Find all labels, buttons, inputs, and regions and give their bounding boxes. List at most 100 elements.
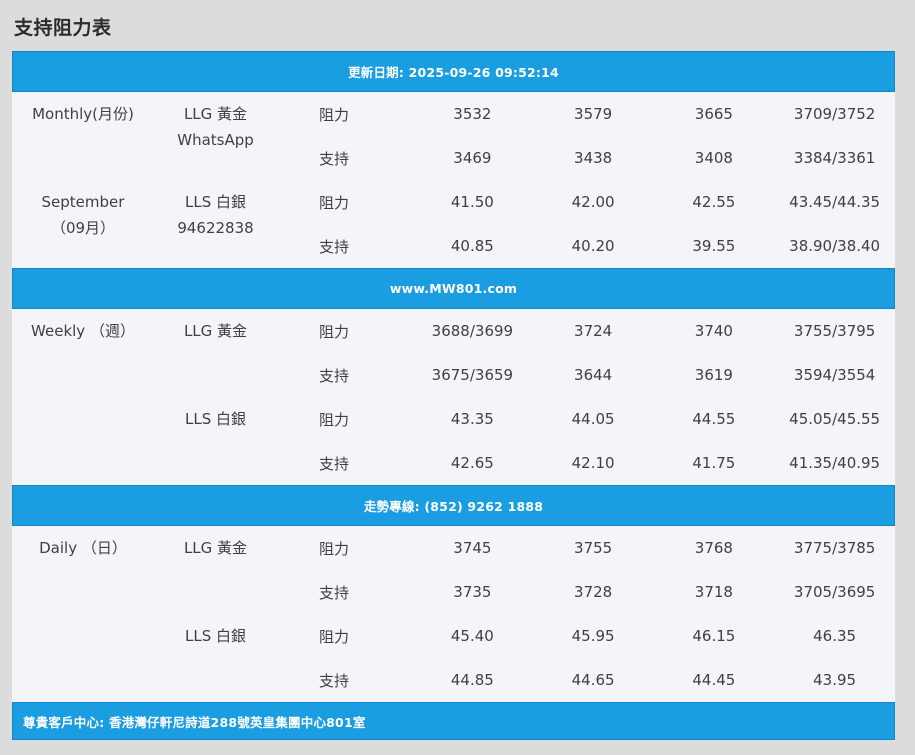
value-cell: 3718 bbox=[694, 583, 733, 601]
period-cell bbox=[12, 614, 154, 702]
value-rows: 阻力 41.50 42.00 42.55 43.45/44.35 支持 40.85 40.20… bbox=[277, 180, 895, 268]
instrument-label: WhatsApp bbox=[177, 131, 254, 149]
data-row: 支持 42.65 42.10 41.75 41.35/40.95 bbox=[277, 441, 895, 485]
hotline-banner: 走勢專線: (852) 9262 1888 bbox=[12, 485, 895, 526]
value-cell: 3665 bbox=[694, 105, 733, 123]
value-cell: 3469 bbox=[453, 149, 492, 167]
value-cell: 40.20 bbox=[571, 237, 615, 255]
value-cell: 45.95 bbox=[571, 627, 615, 645]
value-cell: 3644 bbox=[574, 366, 613, 384]
period-cell: Monthly(月份) bbox=[12, 92, 154, 180]
table-group: Daily （日） LLG 黃金 阻力 3745 3755 3768 3775/3785 支持… bbox=[12, 526, 895, 614]
value-cell: 42.65 bbox=[450, 454, 494, 472]
row-type-label: 支持 bbox=[319, 237, 350, 256]
value-cell: 42.10 bbox=[571, 454, 615, 472]
row-type-label: 支持 bbox=[319, 454, 350, 473]
value-cell: 3775/3785 bbox=[793, 539, 876, 557]
value-cell: 3408 bbox=[694, 149, 733, 167]
instrument-cell: LLG 黃金 bbox=[154, 526, 277, 614]
value-cell: 3594/3554 bbox=[793, 366, 876, 384]
value-rows: 阻力 43.35 44.05 44.55 45.05/45.55 支持 42.65 42.10… bbox=[277, 397, 895, 485]
row-type-label: 阻力 bbox=[319, 627, 350, 646]
row-type-label: 支持 bbox=[319, 671, 350, 690]
value-cell: 44.45 bbox=[692, 671, 736, 689]
table-group: Weekly （週） LLG 黃金 阻力 3688/3699 3724 3740 3755/… bbox=[12, 309, 895, 397]
value-cell: 46.35 bbox=[813, 627, 857, 645]
value-cell: 44.55 bbox=[692, 410, 736, 428]
value-cell: 42.00 bbox=[571, 193, 615, 211]
period-label: Monthly(月份) bbox=[32, 105, 134, 123]
data-row: 支持 3735 3728 3718 3705/3695 bbox=[277, 570, 895, 614]
period-label: Weekly （週） bbox=[31, 322, 135, 340]
table-group: September （09月） LLS 白銀 94622838 阻力 41.50 42.00… bbox=[12, 180, 895, 268]
period-label: （09月） bbox=[50, 219, 116, 237]
row-type-label: 阻力 bbox=[319, 193, 350, 212]
row-type-label: 支持 bbox=[319, 583, 350, 602]
row-type-label: 阻力 bbox=[319, 410, 350, 429]
value-cell: 41.35/40.95 bbox=[789, 454, 881, 472]
row-type-label: 阻力 bbox=[319, 322, 350, 341]
value-cell: 43.95 bbox=[813, 671, 857, 689]
value-cell: 43.45/44.35 bbox=[789, 193, 881, 211]
table-group: LLS 白銀 阻力 43.35 44.05 44.55 45.05/45.55 支持 42.6… bbox=[12, 397, 895, 485]
page-title: 支持阻力表 bbox=[14, 17, 112, 39]
table-group: Monthly(月份) LLG 黃金 WhatsApp 阻力 3532 3579 3665 3… bbox=[12, 92, 895, 180]
row-type-label: 阻力 bbox=[319, 539, 350, 558]
value-cell: 3619 bbox=[694, 366, 733, 384]
instrument-cell: LLG 黃金 WhatsApp bbox=[154, 92, 277, 180]
value-cell: 3735 bbox=[453, 583, 492, 601]
value-cell: 3755/3795 bbox=[793, 322, 876, 340]
value-cell: 41.50 bbox=[450, 193, 494, 211]
value-cell: 3675/3659 bbox=[431, 366, 514, 384]
value-cell: 3755 bbox=[574, 539, 613, 557]
instrument-cell: LLG 黃金 bbox=[154, 309, 277, 397]
instrument-cell: LLS 白銀 94622838 bbox=[154, 180, 277, 268]
value-rows: 阻力 45.40 45.95 46.15 46.35 支持 44.85 44.65 44.45 4… bbox=[277, 614, 895, 702]
value-cell: 44.05 bbox=[571, 410, 615, 428]
data-row: 阻力 3688/3699 3724 3740 3755/3795 bbox=[277, 309, 895, 353]
data-row: 阻力 41.50 42.00 42.55 43.45/44.35 bbox=[277, 180, 895, 224]
instrument-cell: LLS 白銀 bbox=[154, 614, 277, 702]
value-cell: 3688/3699 bbox=[431, 322, 514, 340]
period-cell: September （09月） bbox=[12, 180, 154, 268]
data-row: 支持 3469 3438 3408 3384/3361 bbox=[277, 136, 895, 180]
data-row: 阻力 43.35 44.05 44.55 45.05/45.55 bbox=[277, 397, 895, 441]
period-cell: Daily （日） bbox=[12, 526, 154, 614]
value-cell: 3438 bbox=[574, 149, 613, 167]
instrument-label: LLG 黃金 bbox=[183, 322, 248, 340]
value-cell: 41.75 bbox=[692, 454, 736, 472]
instrument-cell: LLS 白銀 bbox=[154, 397, 277, 485]
value-cell: 39.55 bbox=[692, 237, 736, 255]
instrument-label: LLG 黃金 bbox=[183, 539, 248, 557]
data-row: 阻力 3745 3755 3768 3775/3785 bbox=[277, 526, 895, 570]
period-label: September bbox=[41, 193, 125, 211]
website-banner: www.MW801.com bbox=[12, 268, 895, 309]
value-cell: 3384/3361 bbox=[793, 149, 876, 167]
data-row: 阻力 3532 3579 3665 3709/3752 bbox=[277, 92, 895, 136]
value-cell: 3579 bbox=[574, 105, 613, 123]
instrument-label: LLS 白銀 bbox=[184, 410, 246, 428]
value-cell: 45.40 bbox=[450, 627, 494, 645]
value-cell: 3728 bbox=[574, 583, 613, 601]
data-row: 支持 40.85 40.20 39.55 38.90/38.40 bbox=[277, 224, 895, 268]
instrument-label: LLG 黃金 bbox=[183, 105, 248, 123]
value-cell: 3705/3695 bbox=[793, 583, 876, 601]
value-cell: 44.85 bbox=[450, 671, 494, 689]
value-rows: 阻力 3532 3579 3665 3709/3752 支持 3469 3438 3408 338… bbox=[277, 92, 895, 180]
row-type-label: 支持 bbox=[319, 149, 350, 168]
value-rows: 阻力 3688/3699 3724 3740 3755/3795 支持 3675/3659 3… bbox=[277, 309, 895, 397]
value-cell: 38.90/38.40 bbox=[789, 237, 881, 255]
value-cell: 3740 bbox=[694, 322, 733, 340]
row-type-label: 阻力 bbox=[319, 105, 350, 124]
value-rows: 阻力 3745 3755 3768 3775/3785 支持 3735 3728 3718 370… bbox=[277, 526, 895, 614]
table-group: LLS 白銀 阻力 45.40 45.95 46.15 46.35 支持 44.85 44.65… bbox=[12, 614, 895, 702]
data-row: 支持 44.85 44.65 44.45 43.95 bbox=[277, 658, 895, 702]
value-cell: 3724 bbox=[574, 322, 613, 340]
period-cell: Weekly （週） bbox=[12, 309, 154, 397]
instrument-label: LLS 白銀 bbox=[184, 193, 246, 211]
value-cell: 3768 bbox=[694, 539, 733, 557]
support-resistance-table: 更新日期: 2025-09-26 09:52:14 Monthly(月份) LLG … bbox=[12, 51, 895, 740]
instrument-label: LLS 白銀 bbox=[184, 627, 246, 645]
value-cell: 44.65 bbox=[571, 671, 615, 689]
value-cell: 43.35 bbox=[450, 410, 494, 428]
